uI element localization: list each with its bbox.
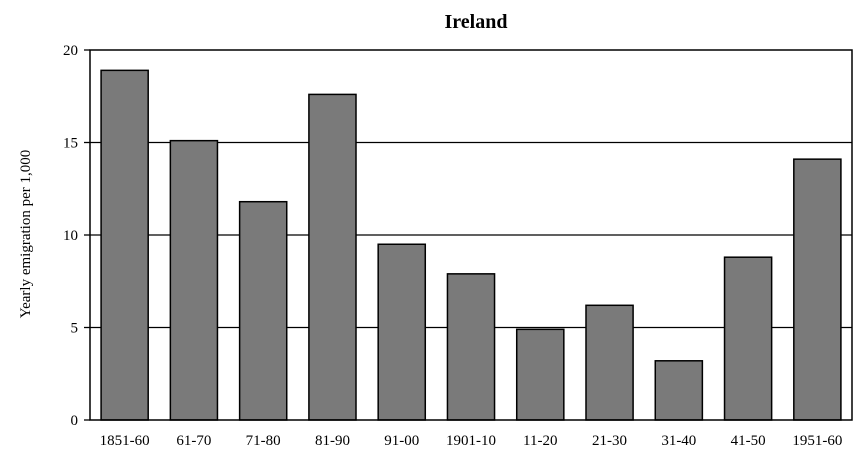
plot-frame: [89, 49, 853, 421]
x-tick-labels: 1851-60 61-70 71-80 81-90 91-00 1901-10 11-20 2…: [100, 433, 843, 449]
bar-91-00: [377, 243, 427, 421]
x-tick-label: 61-70: [176, 433, 211, 449]
x-tick-label: 41-50: [731, 433, 766, 449]
bar-81-90: [308, 93, 357, 421]
bar-1951-60: [793, 158, 842, 421]
x-tick-label: 11-20: [523, 433, 557, 449]
y-tick-label: 15: [63, 136, 78, 152]
bar-21-30: [585, 304, 634, 421]
x-tick-label: 81-90: [315, 433, 350, 449]
x-tick-label: 71-80: [246, 433, 281, 449]
bar-11-20: [515, 328, 565, 421]
y-tick-labels: 0 5 10 15 20: [63, 43, 78, 429]
bar-41-50: [723, 256, 773, 421]
bar-1851-60: [100, 69, 149, 421]
bar-31-40: [654, 360, 704, 421]
y-axis-label: Yearly emigration per 1,000: [18, 150, 34, 318]
y-tick-label: 0: [71, 413, 79, 429]
x-tick-label: 21-30: [592, 433, 627, 449]
x-tick-label: 31-40: [661, 433, 696, 449]
y-tick-label: 20: [63, 43, 78, 59]
bar-71-80: [238, 200, 288, 421]
y-tick-label: 5: [71, 321, 79, 337]
x-tick-label: 1901-10: [446, 433, 496, 449]
bar-1901-10: [446, 273, 496, 421]
bar-61-70: [169, 139, 219, 421]
bars: [100, 69, 842, 421]
chart-title: Ireland: [445, 11, 508, 33]
x-tick-label: 1951-60: [792, 433, 842, 449]
y-tick-label: 10: [63, 228, 78, 244]
x-tick-label: 1851-60: [100, 433, 150, 449]
x-tick-label: 91-00: [384, 433, 419, 449]
